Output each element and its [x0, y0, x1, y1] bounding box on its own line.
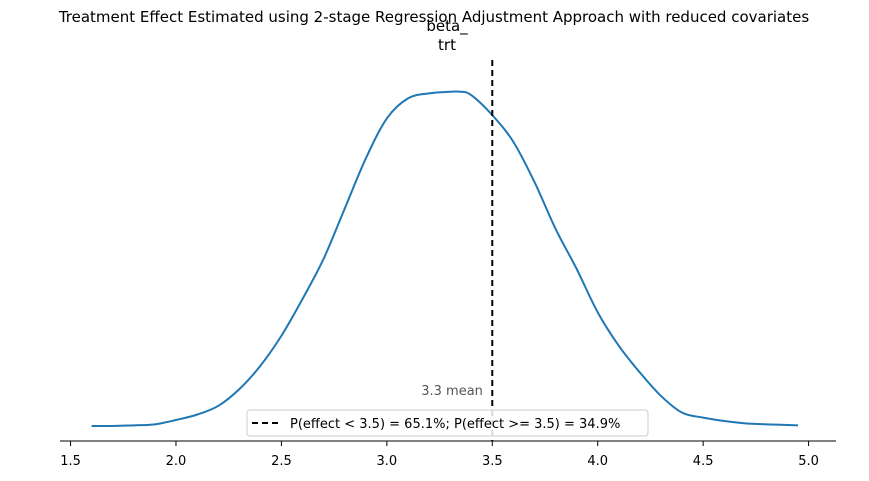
x-tick-label: 5.0 — [798, 454, 819, 469]
series-layer — [91, 90, 799, 428]
subtitle-line-2: trt — [438, 36, 456, 54]
subtitle-line-1: beta_ — [426, 17, 468, 36]
legend-box — [246, 409, 649, 437]
x-tick-label: 4.5 — [693, 454, 714, 469]
x-tick-label: 3.0 — [377, 454, 398, 469]
x-tick-label: 2.5 — [271, 454, 292, 469]
x-tick-label: 1.5 — [60, 454, 81, 469]
chart-title: Treatment Effect Estimated using 2-stage… — [58, 8, 810, 26]
x-tick-label: 3.5 — [482, 454, 503, 469]
legend-label: P(effect < 3.5) = 65.1%; P(effect >= 3.5… — [290, 417, 620, 432]
legend: P(effect < 3.5) = 65.1%; P(effect >= 3.5… — [246, 409, 649, 437]
mean-label: 3.3 mean — [421, 384, 483, 399]
x-tick-label: 4.0 — [587, 454, 608, 469]
x-axis-ticks: 1.5 2.0 2.5 3.0 3.5 4.0 4.5 5.0 — [60, 441, 819, 469]
x-tick-label: 2.0 — [166, 454, 187, 469]
density-curve — [91, 90, 799, 428]
